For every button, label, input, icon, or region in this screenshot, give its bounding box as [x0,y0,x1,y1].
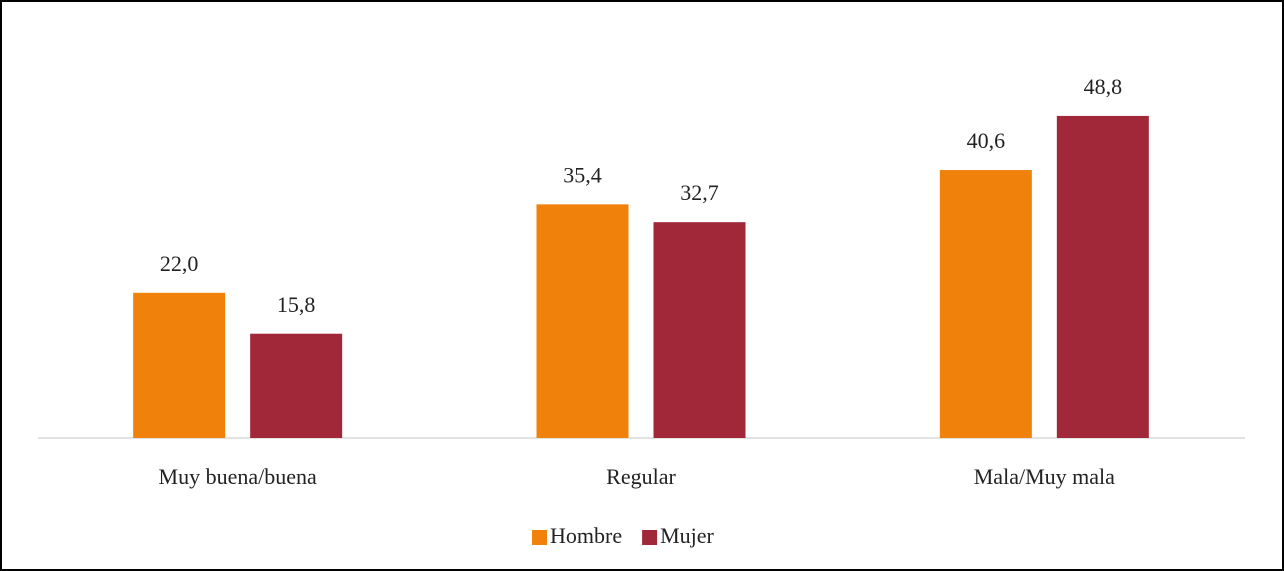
bar [939,170,1032,439]
data-label: 48,8 [1084,74,1123,99]
x-tick-label: Regular [606,464,676,489]
bar [250,333,343,438]
legend-label: Mujer [660,523,714,548]
bar [653,222,746,438]
data-label: 15,8 [277,292,316,317]
data-label: 40,6 [967,128,1006,153]
data-label: 22,0 [160,251,199,276]
bar [536,204,629,438]
legend-label: Hombre [550,523,622,548]
bar [133,292,226,438]
data-label: 32,7 [680,180,719,205]
data-label: 35,4 [563,162,602,187]
legend-swatch [642,530,658,545]
legend-swatch [532,530,547,545]
x-tick-label: Mala/Muy mala [974,464,1115,489]
bar [1056,115,1149,439]
x-tick-label: Muy buena/buena [159,464,317,489]
